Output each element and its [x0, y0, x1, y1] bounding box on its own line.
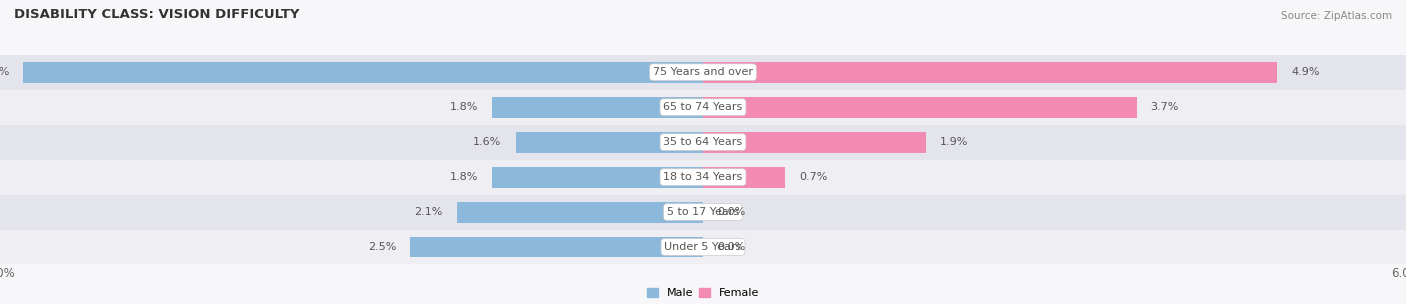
Text: Source: ZipAtlas.com: Source: ZipAtlas.com [1281, 11, 1392, 21]
Text: 35 to 64 Years: 35 to 64 Years [664, 137, 742, 147]
Text: 4.9%: 4.9% [1291, 67, 1320, 77]
Bar [703, 132, 925, 153]
Text: 2.5%: 2.5% [367, 242, 396, 252]
Text: 18 to 34 Years: 18 to 34 Years [664, 172, 742, 182]
Bar [0, 125, 1406, 160]
Text: 1.8%: 1.8% [450, 172, 478, 182]
Text: 2.1%: 2.1% [415, 207, 443, 217]
Text: 5 to 17 Years: 5 to 17 Years [666, 207, 740, 217]
Bar [0, 125, 1406, 160]
Bar [0, 90, 1406, 125]
Bar [492, 97, 703, 118]
Text: Under 5 Years: Under 5 Years [665, 242, 741, 252]
Text: 0.0%: 0.0% [717, 242, 745, 252]
Text: 1.9%: 1.9% [939, 137, 969, 147]
Bar [703, 167, 785, 188]
Bar [24, 62, 703, 83]
Bar [492, 167, 703, 188]
Text: 1.6%: 1.6% [474, 137, 502, 147]
Bar [0, 55, 1406, 90]
Text: 75 Years and over: 75 Years and over [652, 67, 754, 77]
Bar [0, 55, 1406, 90]
Text: DISABILITY CLASS: VISION DIFFICULTY: DISABILITY CLASS: VISION DIFFICULTY [14, 8, 299, 21]
Bar [0, 90, 1406, 125]
Bar [0, 160, 1406, 195]
Text: 3.7%: 3.7% [1150, 102, 1180, 112]
Bar [411, 237, 703, 257]
Text: 0.7%: 0.7% [799, 172, 828, 182]
Bar [0, 195, 1406, 230]
Legend: Male, Female: Male, Female [647, 288, 759, 299]
Bar [703, 62, 1277, 83]
Text: 1.8%: 1.8% [450, 102, 478, 112]
Bar [516, 132, 703, 153]
Text: 5.8%: 5.8% [0, 67, 10, 77]
Text: 0.0%: 0.0% [717, 207, 745, 217]
Bar [0, 230, 1406, 264]
Text: 65 to 74 Years: 65 to 74 Years [664, 102, 742, 112]
Bar [703, 97, 1136, 118]
Bar [0, 230, 1406, 264]
Bar [457, 202, 703, 223]
Bar [0, 160, 1406, 195]
Bar [0, 195, 1406, 230]
